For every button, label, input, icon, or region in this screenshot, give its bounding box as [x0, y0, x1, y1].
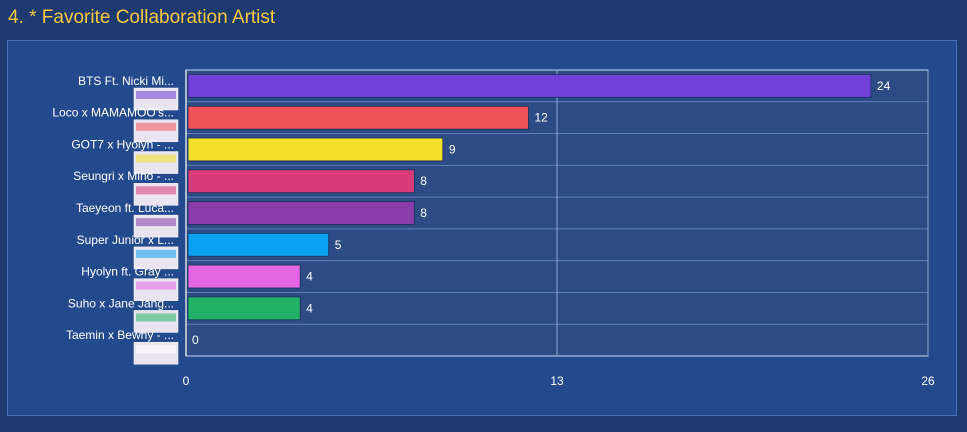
data-label: 4	[306, 270, 313, 284]
category-label: Loco x MAMAMOO's...	[52, 106, 174, 120]
category-label: GOT7 x Hyolyn - ...	[71, 137, 174, 151]
album-thumbnail-art	[136, 345, 176, 354]
x-tick-label: 13	[550, 374, 564, 388]
data-label: 8	[420, 174, 427, 188]
album-thumbnail-art	[136, 249, 176, 258]
x-tick-label: 0	[183, 374, 190, 388]
bar	[187, 296, 301, 321]
category-label: Seungri x Mino - ...	[73, 169, 174, 183]
x-tick-label: 26	[921, 374, 935, 388]
data-label: 5	[335, 238, 342, 252]
category-label: Suho x Jane Jang...	[68, 296, 174, 310]
album-thumbnail-art	[136, 281, 176, 290]
category-label: BTS Ft. Nicki Mi...	[78, 74, 174, 88]
bar	[187, 74, 872, 98]
data-label: 8	[420, 206, 427, 220]
album-thumbnail-art	[136, 218, 176, 227]
bar	[187, 264, 301, 289]
bar	[187, 137, 444, 162]
album-thumbnail-art	[136, 122, 176, 131]
data-label: 0	[192, 333, 199, 347]
category-label: Hyolyn ft. Gray ...	[81, 265, 174, 279]
bar	[187, 169, 415, 194]
category-label: Taemin x Bewhy - ...	[66, 328, 174, 342]
album-thumbnail-art	[136, 91, 176, 99]
bar	[187, 105, 529, 130]
data-label: 12	[534, 111, 548, 125]
album-thumbnail-art	[136, 313, 176, 322]
category-label: Taeyeon ft. Luca...	[76, 201, 174, 215]
album-thumbnail-art	[136, 186, 176, 195]
data-label: 24	[877, 79, 891, 93]
album-thumbnail-art	[136, 154, 176, 163]
bar	[187, 201, 415, 225]
page-title: 4. * Favorite Collaboration Artist	[8, 7, 276, 28]
category-label: Super Junior x L...	[77, 233, 174, 247]
data-label: 9	[449, 142, 456, 156]
bar	[187, 232, 330, 257]
data-label: 4	[306, 301, 313, 315]
